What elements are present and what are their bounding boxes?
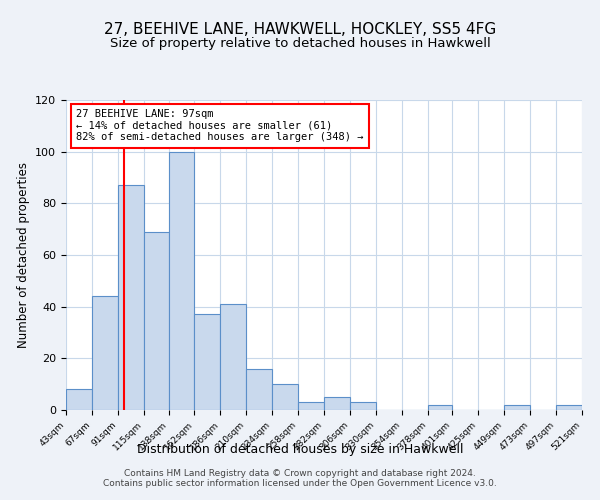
Bar [144, 232, 169, 410]
Bar [556, 405, 582, 410]
Text: 27, BEEHIVE LANE, HAWKWELL, HOCKLEY, SS5 4FG: 27, BEEHIVE LANE, HAWKWELL, HOCKLEY, SS5… [104, 22, 496, 38]
Bar [220, 304, 246, 410]
Y-axis label: Number of detached properties: Number of detached properties [17, 162, 29, 348]
Bar [194, 314, 220, 410]
Bar [92, 296, 118, 410]
Bar [66, 390, 92, 410]
Text: Size of property relative to detached houses in Hawkwell: Size of property relative to detached ho… [110, 38, 490, 51]
Text: 27 BEEHIVE LANE: 97sqm
← 14% of detached houses are smaller (61)
82% of semi-det: 27 BEEHIVE LANE: 97sqm ← 14% of detached… [76, 110, 364, 142]
Bar [324, 397, 350, 410]
Bar [298, 402, 324, 410]
Bar [428, 405, 452, 410]
Bar [350, 402, 376, 410]
Bar [272, 384, 298, 410]
Bar [118, 185, 144, 410]
Text: Contains HM Land Registry data © Crown copyright and database right 2024.: Contains HM Land Registry data © Crown c… [124, 469, 476, 478]
Text: Distribution of detached houses by size in Hawkwell: Distribution of detached houses by size … [137, 442, 463, 456]
Bar [169, 152, 194, 410]
Bar [246, 368, 272, 410]
Bar [504, 405, 530, 410]
Text: Contains public sector information licensed under the Open Government Licence v3: Contains public sector information licen… [103, 479, 497, 488]
